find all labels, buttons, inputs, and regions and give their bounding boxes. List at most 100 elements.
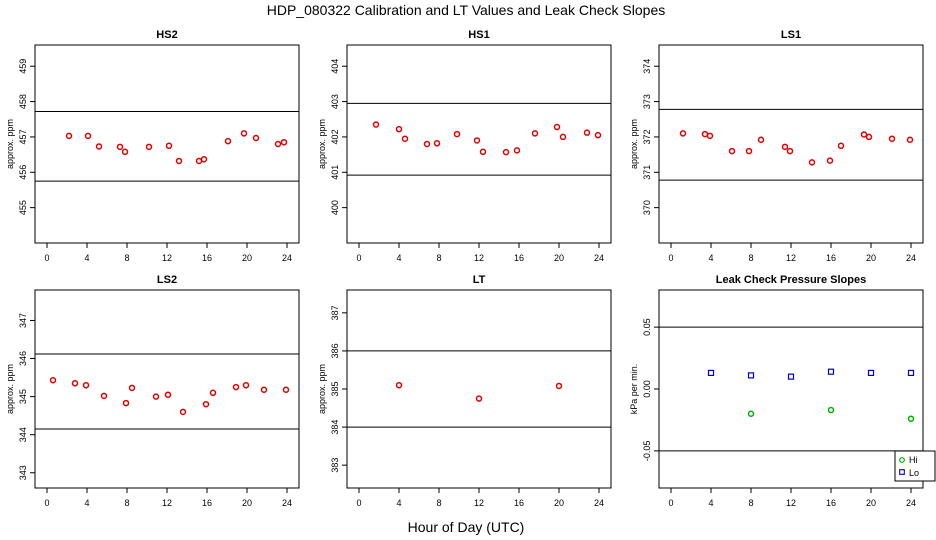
data-point xyxy=(195,157,203,165)
data-point xyxy=(282,386,290,394)
y-tick-label: 402 xyxy=(330,129,340,144)
data-point xyxy=(232,383,240,391)
data-point xyxy=(65,132,73,140)
y-tick-label: 401 xyxy=(330,165,340,180)
data-point xyxy=(594,131,602,139)
data-point xyxy=(888,135,896,142)
y-tick-label: 373 xyxy=(642,94,652,109)
y-axis-label: approx. ppm xyxy=(5,364,15,414)
plot-frame xyxy=(346,44,612,244)
legend-high-label: Hi xyxy=(909,455,918,465)
data-point xyxy=(175,157,183,165)
data-point xyxy=(116,143,124,151)
low-data-point xyxy=(787,373,795,380)
data-point xyxy=(555,382,563,390)
data-point xyxy=(781,143,789,151)
x-tick-label: 24 xyxy=(594,498,604,508)
low-data-point xyxy=(907,369,915,377)
data-point xyxy=(179,408,187,416)
plot-frame xyxy=(346,289,612,489)
panels-container: HS2 approx. ppm 0 4 8 12 16 20 24 455 456 457 458 459… xyxy=(5,29,936,508)
data-point xyxy=(473,137,481,144)
x-tick-label: 4 xyxy=(396,253,401,263)
x-tick-label: 12 xyxy=(162,253,172,263)
panel-lt: LT approx. ppm 0 4 8 12 16 20 24 383 384 385 386 387 xyxy=(317,274,612,508)
x-tick-label: 12 xyxy=(162,498,172,508)
y-tick-label: 383 xyxy=(330,458,340,473)
y-tick-label: 456 xyxy=(18,165,28,180)
x-tick-label: 0 xyxy=(356,498,361,508)
data-point xyxy=(860,131,868,138)
y-tick-label: 455 xyxy=(18,200,28,215)
panel-title: HS2 xyxy=(156,29,177,41)
plot-frame xyxy=(658,289,924,489)
data-point xyxy=(706,132,714,140)
x-tick-label: 0 xyxy=(668,253,673,263)
data-point xyxy=(728,147,736,155)
data-point xyxy=(513,147,521,154)
high-data-point xyxy=(747,410,755,417)
x-tick-label: 4 xyxy=(84,253,89,263)
data-point xyxy=(122,399,130,407)
x-tick-label: 0 xyxy=(668,498,673,508)
plot-frame xyxy=(34,289,300,489)
data-point xyxy=(128,384,136,392)
x-tick-label: 8 xyxy=(436,253,441,263)
panel-title: LS1 xyxy=(781,29,801,41)
data-point xyxy=(583,129,591,136)
data-point xyxy=(164,391,172,398)
data-point xyxy=(274,140,282,148)
y-tick-label: 387 xyxy=(330,305,340,320)
y-axis-label: kPa per min. xyxy=(629,364,639,415)
y-tick-label: 400 xyxy=(330,200,340,215)
y-tick-label: 0.00 xyxy=(642,380,652,398)
data-point xyxy=(479,148,487,156)
x-tick-label: 12 xyxy=(786,253,796,263)
x-tick-label: 20 xyxy=(554,253,564,263)
legend: Hi Lo xyxy=(894,450,936,482)
x-tick-label: 16 xyxy=(514,498,524,508)
x-tick-label: 24 xyxy=(594,253,604,263)
x-tick-label: 0 xyxy=(44,253,49,263)
data-point xyxy=(242,381,250,389)
panel-ls2: LS2 approx. ppm 0 4 8 12 16 20 24 343 344 345 346 347 xyxy=(5,274,300,508)
x-tick-label: 4 xyxy=(396,498,401,508)
x-tick-label: 16 xyxy=(826,253,836,263)
data-point xyxy=(745,147,753,155)
data-point xyxy=(145,143,153,151)
low-data-point xyxy=(707,369,715,377)
data-point xyxy=(786,147,794,155)
data-point xyxy=(202,400,210,408)
panel-title: LT xyxy=(473,274,486,286)
x-tick-label: 8 xyxy=(124,253,129,263)
data-point xyxy=(559,133,567,141)
y-tick-label: 343 xyxy=(18,465,28,480)
x-tick-label: 8 xyxy=(436,498,441,508)
panel-ls1: LS1 approx. ppm 0 4 8 12 16 20 24 370 371 372 373 374 xyxy=(629,29,924,263)
x-tick-label: 20 xyxy=(554,498,564,508)
y-tick-label: 370 xyxy=(642,200,652,215)
data-point xyxy=(837,142,845,150)
y-axis-label: approx. ppm xyxy=(5,119,15,169)
legend-high-marker xyxy=(899,457,905,463)
data-point xyxy=(84,132,92,140)
data-point xyxy=(240,130,248,137)
x-tick-label: 12 xyxy=(786,498,796,508)
y-tick-label: 344 xyxy=(18,427,28,442)
data-point xyxy=(95,143,103,150)
x-tick-label: 16 xyxy=(514,253,524,263)
data-point xyxy=(757,136,765,144)
y-tick-label: 386 xyxy=(330,343,340,358)
data-point xyxy=(701,130,709,138)
high-data-point xyxy=(827,406,835,414)
figure-xlabel: Hour of Day (UTC) xyxy=(408,519,525,535)
data-point xyxy=(252,134,260,142)
data-point xyxy=(71,380,79,387)
data-point xyxy=(401,135,409,142)
x-tick-label: 16 xyxy=(202,498,212,508)
x-tick-label: 0 xyxy=(44,498,49,508)
x-tick-label: 4 xyxy=(84,498,89,508)
data-point xyxy=(82,381,90,389)
low-data-point xyxy=(827,368,835,375)
